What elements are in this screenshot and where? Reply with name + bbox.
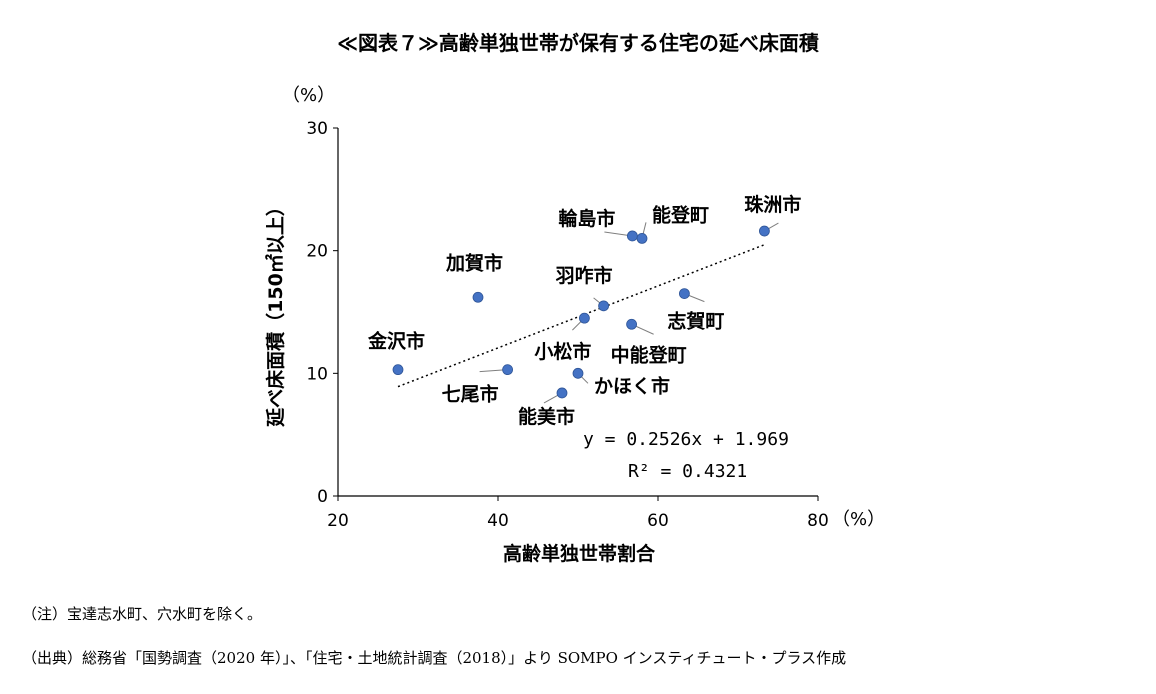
axis-ticks: 0 10 20 30 20 40 60 80 xyxy=(306,119,828,531)
point-label: 能美市 xyxy=(518,405,575,428)
point-label: 中能登町 xyxy=(611,343,687,366)
data-point xyxy=(626,318,637,330)
x-axis-title: 高齢単独世帯割合 xyxy=(503,542,656,565)
data-point xyxy=(556,387,568,399)
point-label: 輪島市 xyxy=(558,207,615,230)
y-axis-title: 延べ床面積（150㎡以上） xyxy=(264,197,287,428)
x-tick-label: 80 xyxy=(807,511,829,531)
point-label: 加賀市 xyxy=(445,251,503,274)
chart-title: ≪図表７≫高齢単独世帯が保有する住宅の延べ床面積 xyxy=(337,31,820,55)
data-point xyxy=(598,300,609,312)
point-label: 七尾市 xyxy=(442,383,499,406)
point-label: 志賀町 xyxy=(667,310,724,333)
data-point xyxy=(392,364,404,376)
scatter-chart: ≪図表７≫高齢単独世帯が保有する住宅の延べ床面積 （%） （%） 高齢単独世帯割… xyxy=(264,31,885,565)
x-tick-label: 20 xyxy=(327,511,349,531)
y-tick-label: 10 xyxy=(306,364,328,384)
trend-equation: y = 0.2526x + 1.969 xyxy=(583,429,789,450)
y-tick-label: 30 xyxy=(306,119,328,139)
x-unit-label: （%） xyxy=(832,509,885,530)
y-tick-label: 20 xyxy=(306,242,328,262)
y-unit-label: （%） xyxy=(282,85,335,106)
point-label: 金沢市 xyxy=(367,330,425,353)
point-label: 羽咋市 xyxy=(556,264,613,287)
data-point xyxy=(502,364,514,376)
x-tick-label: 60 xyxy=(647,511,669,531)
data-point xyxy=(679,288,690,300)
point-label: かほく市 xyxy=(594,374,670,397)
note-text: （注）宝達志水町、穴水町を除く。 xyxy=(22,605,263,623)
data-point xyxy=(572,367,584,379)
point-label: 小松市 xyxy=(534,340,591,363)
data-point xyxy=(579,312,590,324)
point-label: 珠洲市 xyxy=(744,193,801,216)
y-tick-label: 0 xyxy=(317,487,328,507)
data-point xyxy=(636,232,648,244)
data-point xyxy=(759,225,770,237)
point-label: 能登町 xyxy=(652,203,709,226)
data-point xyxy=(627,230,638,242)
source-text: （出典）総務省「国勢調査（2020 年）」、「住宅・土地統計調査（2018）」よ… xyxy=(22,649,847,667)
r-squared: R² = 0.4321 xyxy=(628,461,747,482)
x-tick-label: 40 xyxy=(487,511,509,531)
data-point xyxy=(472,291,484,303)
data-points xyxy=(392,225,770,399)
